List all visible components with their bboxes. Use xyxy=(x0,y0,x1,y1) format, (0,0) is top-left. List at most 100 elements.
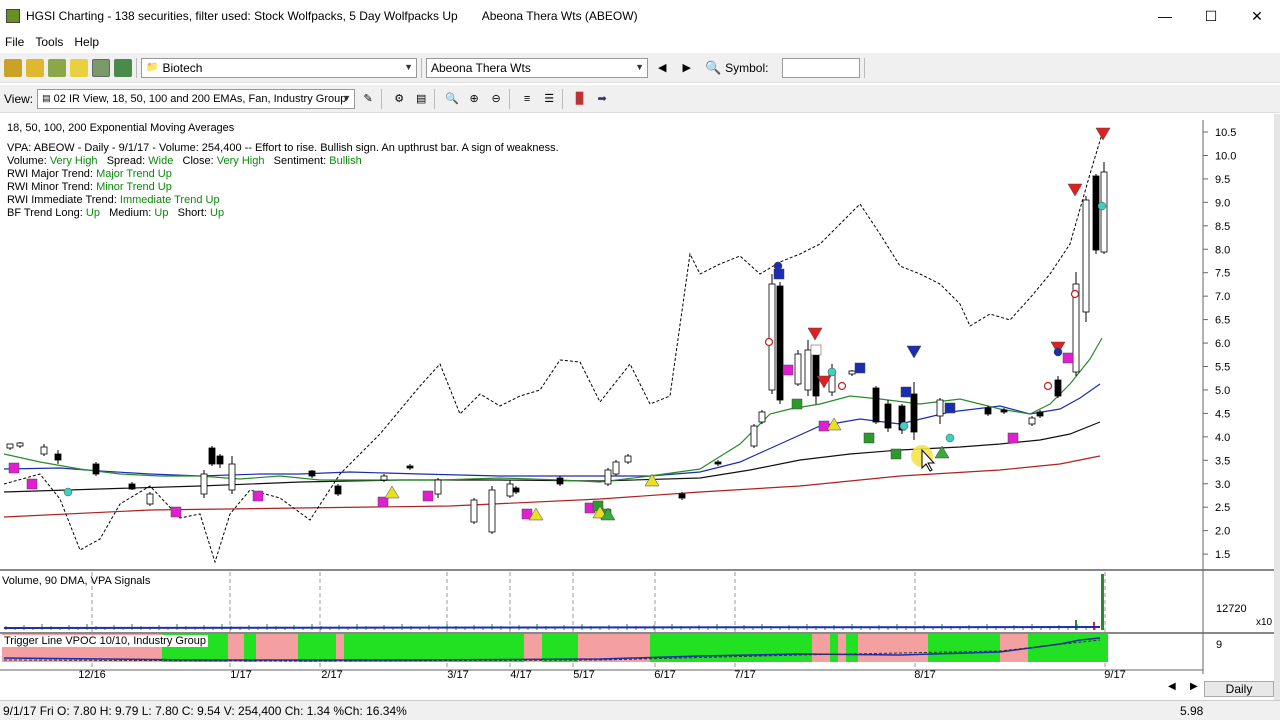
export-icon[interactable]: ➡ xyxy=(597,93,607,105)
security-select[interactable]: Abeona Thera Wts ▼ xyxy=(426,57,648,78)
candle-body xyxy=(678,493,686,499)
price-candles xyxy=(6,162,1108,534)
trigger-pane-bands xyxy=(2,634,1108,662)
volume-bar xyxy=(1101,574,1104,630)
zoom-in-icon[interactable]: ⊕ xyxy=(469,93,479,105)
candle-body xyxy=(6,443,14,449)
candle-body xyxy=(556,477,564,485)
trigger-band xyxy=(846,634,858,662)
view-select[interactable]: ▤ 02 IR View, 18, 50, 100 and 200 EMAs, … xyxy=(37,88,356,109)
maximize-icon[interactable]: ☐ xyxy=(1204,7,1218,24)
trigger-band xyxy=(830,634,838,662)
separator xyxy=(562,88,564,109)
price-tick-label: 8.5 xyxy=(1215,221,1230,233)
date-tick-label: 1/17 xyxy=(230,669,251,681)
price-tick-label: 3.0 xyxy=(1215,479,1230,491)
candle-body xyxy=(884,403,892,429)
trigger-band xyxy=(838,634,846,662)
symbol-input[interactable] xyxy=(782,57,861,78)
separator xyxy=(509,88,511,109)
price-chart[interactable]: 10.5 10.0 9.5 9.0 8.5 8.0 7.5 7.0 6.5 6.0 5.5 5.0 4.… xyxy=(0,114,1274,700)
price-tick-label: 6.0 xyxy=(1215,338,1230,350)
date-tick-label: 12/16 xyxy=(78,669,106,681)
trigger-band xyxy=(228,634,244,662)
price-tick-label: 7.5 xyxy=(1215,268,1230,280)
menu-help[interactable]: Help xyxy=(74,35,100,49)
date-axis: 12/16 1/17 2/17 3/17 4/17 5/17 6/17 7/17 8/17 9/1… xyxy=(0,669,1203,681)
vpa-dot-marker xyxy=(945,433,955,443)
menu-tools[interactable]: Tools xyxy=(35,35,64,49)
candle-body xyxy=(750,425,758,447)
separator xyxy=(421,57,422,78)
zoom-out-icon[interactable]: ⊖ xyxy=(491,93,501,105)
close-icon[interactable]: ✕ xyxy=(1251,7,1263,24)
minimize-icon[interactable]: — xyxy=(1158,8,1172,24)
shield-icon[interactable] xyxy=(70,58,88,77)
wolfpack-icon[interactable] xyxy=(4,58,22,77)
vertical-scrollbar[interactable] xyxy=(1274,114,1280,700)
status-bar: 9/1/17 Fri O: 7.80 H: 9.79 L: 7.80 C: 9.… xyxy=(0,700,1280,720)
candle-body xyxy=(506,483,514,497)
price-tick-label: 5.5 xyxy=(1215,362,1230,374)
candle-body xyxy=(470,499,478,523)
properties-icon[interactable]: ▤ xyxy=(415,93,427,105)
vpa-details: Volume: Very High Spread: Wide Close: Ve… xyxy=(7,155,362,167)
group-icon[interactable] xyxy=(48,58,66,77)
price-tick-label: 3.5 xyxy=(1215,455,1230,467)
vpa-triangle-up-marker xyxy=(600,507,616,521)
scroll-left-icon[interactable]: ◀ xyxy=(1168,681,1176,692)
filter-icon[interactable] xyxy=(92,58,110,77)
vpa-triangle-down-marker xyxy=(816,375,832,389)
download-icon[interactable] xyxy=(114,58,132,77)
settings-icon[interactable]: ⚙ xyxy=(394,93,405,105)
vpa-square-marker xyxy=(521,508,533,520)
trigger-pane-label: Trigger Line VPOC 10/10, Industry Group xyxy=(2,635,208,647)
list-icon[interactable]: ☰ xyxy=(544,93,555,105)
trigger-band xyxy=(928,634,1000,662)
vpa-square-marker xyxy=(810,344,822,356)
industry-select[interactable]: 📁 Biotech ▼ xyxy=(141,57,417,78)
view-select-value: 02 IR View, 18, 50, 100 and 200 EMAs, Fa… xyxy=(53,92,347,105)
bear-icon[interactable] xyxy=(26,58,44,77)
candle-body xyxy=(624,455,632,463)
candle-body xyxy=(604,469,612,485)
vpa-triangle-up-marker xyxy=(826,417,842,431)
price-tick-label: 2.0 xyxy=(1215,526,1230,538)
trigger-band xyxy=(524,634,542,662)
prev-security-icon[interactable]: ◀ xyxy=(658,62,667,74)
trigger-band xyxy=(244,634,256,662)
vpa-square-marker xyxy=(422,490,434,502)
title-bar: HGSI Charting - 138 securities, filter u… xyxy=(0,0,1280,32)
next-security-icon[interactable]: ▶ xyxy=(682,62,691,74)
candle-body xyxy=(308,470,316,477)
window-title: HGSI Charting - 138 securities, filter u… xyxy=(26,9,458,23)
candle-body xyxy=(612,461,620,475)
period-daily-button[interactable]: Daily xyxy=(1204,681,1274,697)
separator xyxy=(381,88,383,109)
binoculars-icon[interactable]: 🔍 xyxy=(704,59,722,75)
volume-multiplier: x10 xyxy=(1256,617,1273,628)
zoom-icon[interactable]: 🔍 xyxy=(445,93,459,105)
scroll-right-icon[interactable]: ▶ xyxy=(1190,681,1198,692)
menu-bar: File Tools Help xyxy=(0,32,1280,52)
date-tick-label: 5/17 xyxy=(573,669,594,681)
rwi-immediate: RWI Immediate Trend: Immediate Trend Up xyxy=(7,194,220,206)
price-tick-label: 10.5 xyxy=(1215,127,1236,139)
compress-icon[interactable]: ≡ xyxy=(523,92,531,105)
vpa-ring-marker xyxy=(837,381,847,391)
chevron-down-icon: ▼ xyxy=(342,92,352,103)
edit-view-icon[interactable]: ✎ xyxy=(363,93,373,105)
date-tick-label: 9/17 xyxy=(1104,669,1125,681)
candle-body xyxy=(872,387,880,423)
candle-body xyxy=(1092,175,1100,251)
rwi-minor: RWI Minor Trend: Minor Trend Up xyxy=(7,181,172,193)
candle-body xyxy=(984,407,992,415)
menu-file[interactable]: File xyxy=(5,35,25,49)
candle-body xyxy=(146,493,154,505)
vpa-square-marker xyxy=(26,478,38,490)
candle-body xyxy=(488,489,496,533)
vpa-ring-marker xyxy=(1043,381,1053,391)
price-tick-label: 4.0 xyxy=(1215,432,1230,444)
vpa-dot-marker xyxy=(899,421,909,431)
bar-chart-icon[interactable]: ▉ xyxy=(575,93,585,105)
